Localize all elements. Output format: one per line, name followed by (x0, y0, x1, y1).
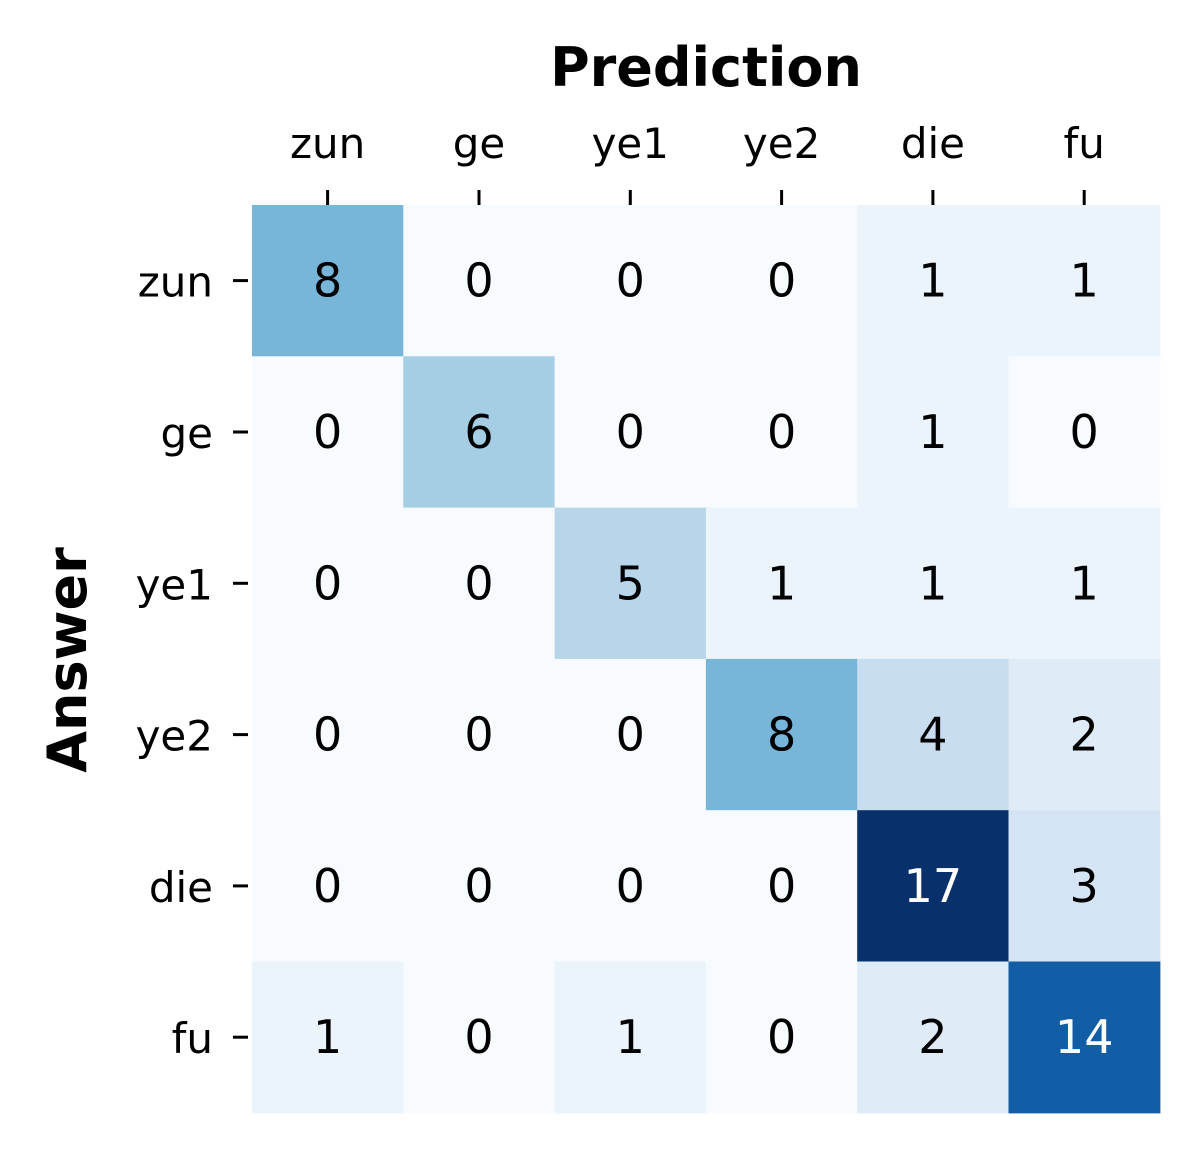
heatmap-cell-zun-fu (1008, 205, 1161, 357)
cell-value-ye1-ye1: 5 (616, 556, 645, 610)
heatmap-cell-die-fu (1008, 810, 1161, 963)
heatmap-cell-ge-fu (1008, 356, 1161, 509)
heatmap-cell-fu-ge (403, 961, 556, 1114)
y-tick-label-zun: zun (138, 258, 213, 307)
cell-value-die-zun: 0 (313, 859, 342, 913)
cell-value-ye2-ge: 0 (464, 708, 493, 762)
heatmap-cell-ge-ye1 (554, 356, 707, 509)
x-axis-ticks: zun ge ye1 ye2 die fu (290, 119, 1105, 205)
cell-value-ye2-die: 4 (918, 708, 947, 762)
y-axis-title: Answer (36, 547, 99, 773)
cell-value-ye2-ye2: 8 (767, 708, 796, 762)
heatmap-cell-fu-ye1 (554, 961, 707, 1114)
heatmap-cell-ge-die (857, 356, 1010, 509)
heatmap-cell-ye2-ye1 (554, 658, 707, 811)
cell-value-fu-die: 2 (918, 1010, 947, 1064)
cell-value-fu-ge: 0 (464, 1010, 493, 1064)
cell-value-ge-ye1: 0 (616, 405, 645, 459)
cell-value-fu-zun: 1 (313, 1010, 342, 1064)
heatmap-cell-zun-zun (252, 205, 404, 357)
y-tick-label-die: die (149, 863, 213, 912)
cell-value-zun-ye1: 0 (616, 254, 645, 308)
cell-value-ye1-ye2: 1 (767, 556, 796, 610)
cell-value-ge-fu: 0 (1070, 405, 1099, 459)
heatmap-cell-zun-ye1 (554, 205, 707, 357)
cell-value-ye1-zun: 0 (313, 556, 342, 610)
heatmap-cell-fu-fu (1008, 961, 1161, 1114)
heatmap-cell-ye1-zun (252, 507, 404, 660)
x-tick-label-ye1: ye1 (592, 119, 669, 168)
heatmap-cell-ye2-fu (1008, 658, 1161, 811)
cell-value-ye2-fu: 2 (1070, 708, 1099, 762)
heatmap-cell-ye1-fu (1008, 507, 1161, 660)
heatmap-cell-ye1-ye1 (554, 507, 707, 660)
heatmap-cell-die-die (857, 810, 1010, 963)
cell-value-fu-ye1: 1 (616, 1010, 645, 1064)
y-axis-ticks: zun ge ye1 ye2 die fu (136, 258, 248, 1063)
cell-value-fu-ye2: 0 (767, 1010, 796, 1064)
heatmap-cells: 8 0 0 0 1 1 0 6 0 0 1 0 0 0 5 1 1 1 0 0 0 8 4 2 0 0 0 0 17 3 1 0 1 0 2 14 (252, 205, 1161, 1114)
heatmap-cell-ge-ge (403, 356, 556, 509)
cell-value-ye2-ye1: 0 (616, 708, 645, 762)
heatmap-cell-ye1-ge (403, 507, 556, 660)
heatmap-cell-ye1-ye2 (705, 507, 858, 660)
y-tick-label-fu: fu (172, 1014, 213, 1063)
x-tick-label-ge: ge (453, 119, 506, 168)
heatmap-cell-ye2-die (857, 658, 1010, 811)
heatmap-cell-ge-ye2 (705, 356, 858, 509)
heatmap-cell-ye2-ye2 (705, 658, 858, 811)
cell-value-die-ye2: 0 (767, 859, 796, 913)
cell-value-die-ye1: 0 (616, 859, 645, 913)
cell-value-ye2-zun: 0 (313, 708, 342, 762)
heatmap-cell-die-zun (252, 810, 404, 963)
heatmap-cell-die-ye1 (554, 810, 707, 963)
cell-value-zun-zun: 8 (313, 254, 342, 308)
cell-value-ge-ge: 6 (464, 405, 493, 459)
cell-value-zun-ye2: 0 (767, 254, 796, 308)
heatmap-cell-fu-zun (252, 961, 404, 1114)
y-tick-label-ye2: ye2 (136, 712, 213, 761)
cell-value-fu-fu: 14 (1055, 1010, 1114, 1064)
cell-value-die-die: 17 (904, 859, 963, 913)
heatmap-cell-zun-ge (403, 205, 556, 357)
cell-value-ye1-ge: 0 (464, 556, 493, 610)
cell-value-ge-die: 1 (918, 405, 947, 459)
heatmap-cell-ye2-ge (403, 658, 556, 811)
x-tick-label-zun: zun (290, 119, 365, 168)
heatmap-cell-ye1-die (857, 507, 1010, 660)
heatmap-cell-ge-zun (252, 356, 404, 509)
heatmap-cell-zun-ye2 (705, 205, 858, 357)
heatmap-cell-fu-die (857, 961, 1010, 1114)
cell-value-zun-ge: 0 (464, 254, 493, 308)
cell-value-ye1-fu: 1 (1070, 556, 1099, 610)
x-tick-label-ye2: ye2 (743, 119, 820, 168)
heatmap-cell-fu-ye2 (705, 961, 858, 1114)
heatmap-cell-die-ge (403, 810, 556, 963)
y-tick-label-ye1: ye1 (136, 560, 213, 609)
cell-value-zun-fu: 1 (1070, 254, 1099, 308)
cell-value-ge-ye2: 0 (767, 405, 796, 459)
cell-value-zun-die: 1 (918, 254, 947, 308)
heatmap-cell-die-ye2 (705, 810, 858, 963)
cell-value-die-fu: 3 (1070, 859, 1099, 913)
heatmap-cell-zun-die (857, 205, 1010, 357)
x-axis-title: Prediction (550, 36, 862, 99)
cell-value-ge-zun: 0 (313, 405, 342, 459)
cell-value-die-ge: 0 (464, 859, 493, 913)
cell-value-ye1-die: 1 (918, 556, 947, 610)
x-tick-label-die: die (901, 119, 965, 168)
heatmap-cell-ye2-zun (252, 658, 404, 811)
x-tick-label-fu: fu (1063, 119, 1104, 168)
y-tick-label-ge: ge (161, 409, 214, 458)
